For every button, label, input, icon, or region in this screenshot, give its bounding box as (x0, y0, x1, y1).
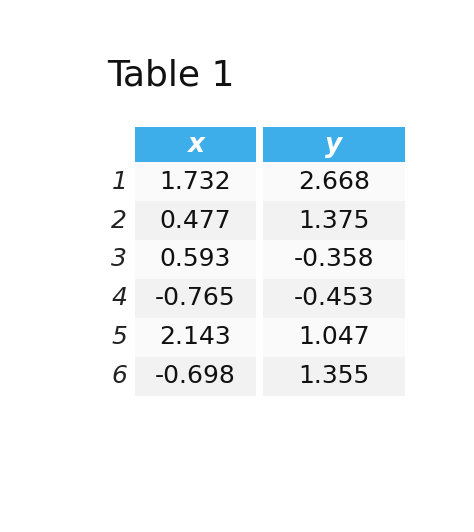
Bar (135, 318, 256, 357)
Text: 1.047: 1.047 (298, 325, 370, 350)
Text: x: x (187, 132, 204, 158)
Text: 1.355: 1.355 (298, 364, 369, 388)
Text: Table 1: Table 1 (107, 59, 235, 93)
Bar (263, 279, 405, 318)
Text: -0.698: -0.698 (155, 364, 236, 388)
Text: 6: 6 (111, 364, 127, 388)
Text: -0.358: -0.358 (293, 247, 374, 271)
Bar (263, 318, 405, 357)
Bar (263, 240, 405, 279)
Text: 1.732: 1.732 (159, 170, 231, 194)
Text: 1.375: 1.375 (298, 209, 370, 232)
Text: 1: 1 (111, 170, 127, 194)
Text: -0.453: -0.453 (293, 286, 374, 310)
Text: y: y (325, 132, 343, 158)
Text: 0.477: 0.477 (159, 209, 231, 232)
Text: 2.668: 2.668 (298, 170, 370, 194)
Bar (263, 201, 405, 240)
Text: 5: 5 (111, 325, 127, 350)
Bar (263, 162, 405, 201)
Bar (135, 279, 256, 318)
Text: 0.593: 0.593 (159, 247, 231, 271)
Bar (135, 127, 256, 162)
Text: 2.143: 2.143 (159, 325, 231, 350)
Text: 4: 4 (111, 286, 127, 310)
Bar (135, 162, 256, 201)
Bar (135, 357, 256, 396)
Text: -0.765: -0.765 (155, 286, 236, 310)
Bar (263, 127, 405, 162)
Bar (263, 357, 405, 396)
Text: 2: 2 (111, 209, 127, 232)
Text: 3: 3 (111, 247, 127, 271)
Bar (135, 240, 256, 279)
Bar (135, 201, 256, 240)
